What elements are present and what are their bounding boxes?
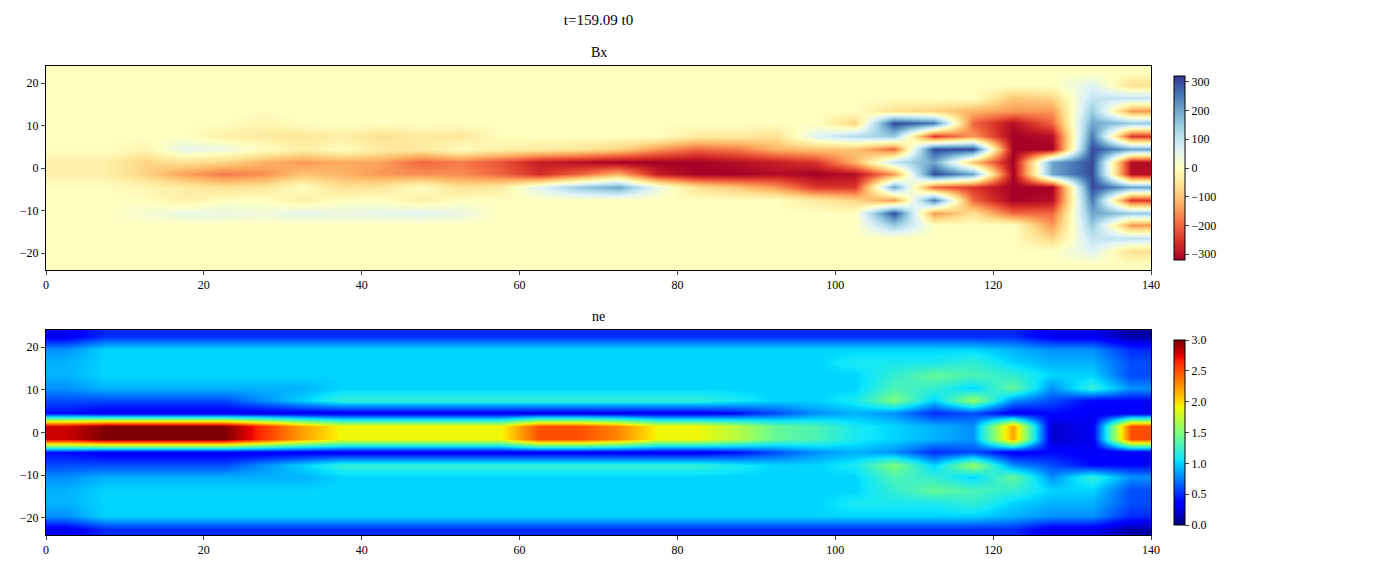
svg-text:140: 140 bbox=[1142, 278, 1160, 292]
svg-text:3.0: 3.0 bbox=[1191, 333, 1206, 347]
svg-text:−100: −100 bbox=[1191, 190, 1216, 204]
svg-text:80: 80 bbox=[671, 543, 683, 557]
svg-text:0: 0 bbox=[43, 278, 49, 292]
svg-text:Bx: Bx bbox=[591, 45, 607, 60]
svg-text:2.5: 2.5 bbox=[1191, 364, 1206, 378]
svg-text:t=159.09 t0: t=159.09 t0 bbox=[564, 12, 633, 28]
svg-text:300: 300 bbox=[1191, 75, 1209, 89]
svg-text:20: 20 bbox=[198, 278, 210, 292]
svg-text:20: 20 bbox=[27, 76, 39, 90]
svg-text:0: 0 bbox=[43, 543, 49, 557]
svg-text:20: 20 bbox=[198, 543, 210, 557]
svg-text:40: 40 bbox=[356, 543, 368, 557]
svg-text:120: 120 bbox=[984, 543, 1002, 557]
svg-text:40: 40 bbox=[356, 278, 368, 292]
svg-text:100: 100 bbox=[826, 543, 844, 557]
svg-text:ne: ne bbox=[592, 309, 605, 324]
svg-text:200: 200 bbox=[1191, 104, 1209, 118]
svg-text:80: 80 bbox=[671, 278, 683, 292]
svg-text:10: 10 bbox=[27, 119, 39, 133]
svg-text:100: 100 bbox=[1191, 132, 1209, 146]
svg-text:−10: −10 bbox=[20, 204, 39, 218]
svg-text:−10: −10 bbox=[20, 468, 39, 482]
svg-text:0.0: 0.0 bbox=[1191, 518, 1206, 532]
svg-text:140: 140 bbox=[1142, 543, 1160, 557]
svg-text:0: 0 bbox=[33, 426, 39, 440]
svg-text:0: 0 bbox=[1191, 161, 1197, 175]
svg-text:1.5: 1.5 bbox=[1191, 426, 1206, 440]
svg-text:60: 60 bbox=[514, 278, 526, 292]
svg-text:−300: −300 bbox=[1191, 247, 1216, 261]
svg-text:−20: −20 bbox=[20, 511, 39, 525]
svg-text:120: 120 bbox=[984, 278, 1002, 292]
svg-text:100: 100 bbox=[826, 278, 844, 292]
svg-text:−200: −200 bbox=[1191, 219, 1216, 233]
svg-text:0.5: 0.5 bbox=[1191, 487, 1206, 501]
svg-text:10: 10 bbox=[27, 383, 39, 397]
svg-text:60: 60 bbox=[514, 543, 526, 557]
svg-text:−20: −20 bbox=[20, 246, 39, 260]
svg-text:0: 0 bbox=[33, 161, 39, 175]
svg-text:2.0: 2.0 bbox=[1191, 395, 1206, 409]
svg-text:1.0: 1.0 bbox=[1191, 457, 1206, 471]
svg-text:20: 20 bbox=[27, 340, 39, 354]
